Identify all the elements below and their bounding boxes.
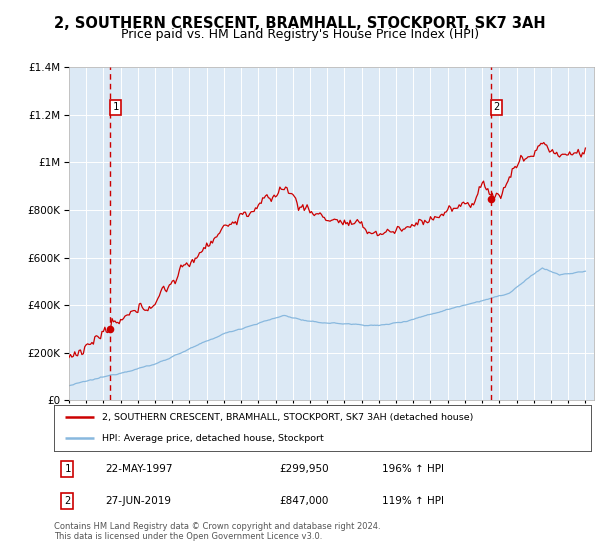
Text: 2: 2 xyxy=(64,496,71,506)
Text: 2, SOUTHERN CRESCENT, BRAMHALL, STOCKPORT, SK7 3AH (detached house): 2, SOUTHERN CRESCENT, BRAMHALL, STOCKPOR… xyxy=(103,413,474,422)
Text: 119% ↑ HPI: 119% ↑ HPI xyxy=(382,496,443,506)
Text: £299,950: £299,950 xyxy=(280,464,329,474)
Text: 27-JUN-2019: 27-JUN-2019 xyxy=(105,496,171,506)
Text: £847,000: £847,000 xyxy=(280,496,329,506)
Text: Contains HM Land Registry data © Crown copyright and database right 2024.
This d: Contains HM Land Registry data © Crown c… xyxy=(54,522,380,542)
Text: Price paid vs. HM Land Registry's House Price Index (HPI): Price paid vs. HM Land Registry's House … xyxy=(121,28,479,41)
Text: 1: 1 xyxy=(64,464,71,474)
Text: 2, SOUTHERN CRESCENT, BRAMHALL, STOCKPORT, SK7 3AH: 2, SOUTHERN CRESCENT, BRAMHALL, STOCKPOR… xyxy=(54,16,546,31)
Text: 196% ↑ HPI: 196% ↑ HPI xyxy=(382,464,443,474)
Text: HPI: Average price, detached house, Stockport: HPI: Average price, detached house, Stoc… xyxy=(103,434,324,443)
Text: 2: 2 xyxy=(493,102,499,112)
Text: 1: 1 xyxy=(113,102,119,112)
Text: 22-MAY-1997: 22-MAY-1997 xyxy=(105,464,173,474)
